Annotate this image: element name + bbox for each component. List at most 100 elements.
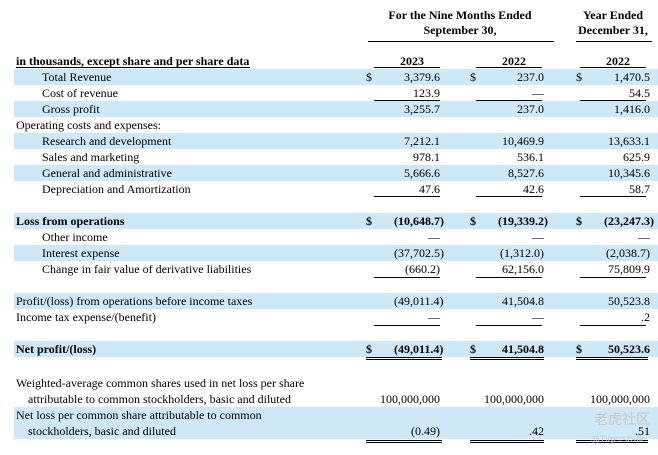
year-2022-nine-months: 2022 [502, 54, 526, 68]
value-pbt-fy2022: 50,523.8 [608, 294, 650, 308]
label-sales: Sales and marketing [42, 150, 140, 164]
eps-double-underline-1 [366, 440, 442, 443]
dollar-sign: $ [576, 70, 582, 84]
dollar-sign: $ [366, 214, 372, 228]
watermark-logo: 老虎社区 [594, 412, 650, 428]
label-cost-of-revenue: Cost of revenue [42, 86, 118, 100]
label-opex: Operating costs and expenses: [16, 118, 161, 132]
row-shares-line1: Weighted-average common shares used in n… [14, 375, 658, 391]
value-cost-fy2022: 54.5 [629, 86, 650, 100]
header-nine-months-line1: For the Nine Months Ended [388, 8, 532, 22]
label-rnd: Research and development [42, 134, 172, 148]
row-other-income: Other income — — — [14, 229, 658, 245]
row-dna: Depreciation and Amortization 47.6 42.6 … [14, 181, 658, 197]
eps-double-underline-3 [576, 440, 648, 443]
value-shares-2022: 100,000,000 [484, 392, 544, 406]
header-nine-months-rule [368, 41, 554, 42]
value-eps-2023: (0.49) [411, 424, 440, 438]
value-tax-2023: — [428, 310, 440, 324]
eps-double-underline-2 [470, 440, 544, 443]
value-net-2022: 41,504.8 [502, 342, 544, 356]
value-shares-fy2022: 100,000,000 [590, 392, 650, 406]
year-2022-annual: 2022 [606, 54, 630, 68]
dna-underline-2 [476, 196, 542, 197]
value-gross-2023: 3,255.7 [404, 102, 440, 116]
label-gross-profit: Gross profit [42, 102, 100, 116]
value-tax-2022: — [532, 310, 544, 324]
value-total-revenue-2023: 3,379.6 [404, 70, 440, 84]
dollar-sign: $ [576, 214, 582, 228]
tax-underline-1 [374, 325, 440, 326]
cost-underline-3 [580, 100, 646, 101]
value-pbt-2023: (49,011.4) [394, 294, 444, 308]
value-interest-2023: (37,702.5) [394, 246, 444, 260]
header-nine-months: For the Nine Months Ended September 30, [360, 8, 560, 38]
value-dna-2023: 47.6 [419, 182, 440, 196]
header-years-row: in thousands, except share and per share… [14, 53, 658, 69]
tax-underline-3 [580, 325, 646, 326]
value-total-revenue-2022: 237.0 [517, 70, 544, 84]
dollar-sign: $ [470, 214, 476, 228]
label-dna: Depreciation and Amortization [42, 182, 191, 196]
value-net-2023: (49,011.4) [394, 342, 444, 356]
row-sales: Sales and marketing 978.1 536.1 625.9 [14, 149, 658, 165]
dollar-sign: $ [470, 70, 476, 84]
header-year-line2: December 31, [578, 23, 648, 37]
row-rnd: Research and development 7,212.1 10,469.… [14, 133, 658, 149]
fair-underline-1 [374, 277, 440, 278]
year-underline-3 [580, 67, 646, 68]
value-cost-2022: — [532, 86, 544, 100]
value-other-2023: — [428, 230, 440, 244]
net-double-underline-1 [366, 357, 442, 360]
year-underline-2 [476, 67, 542, 68]
label-eps-line1: Net loss per common share attributable t… [16, 408, 262, 422]
value-shares-2023: 100,000,000 [380, 392, 440, 406]
value-fair-2023: (660.2) [405, 262, 440, 276]
label-shares-line2: attributable to common stockholders, bas… [28, 392, 291, 406]
value-rnd-2023: 7,212.1 [404, 134, 440, 148]
value-fair-2022: 62,156.0 [502, 262, 544, 276]
value-other-fy2022: — [638, 230, 650, 244]
row-profit-before-tax: Profit/(loss) from operations before inc… [14, 293, 658, 309]
row-eps-line1: Net loss per common share attributable t… [14, 407, 658, 423]
value-cost-2023: 123.9 [413, 86, 440, 100]
value-sales-2023: 978.1 [413, 150, 440, 164]
label-net-profit: Net profit/(loss) [16, 342, 97, 356]
label-fair-value: Change in fair value of derivative liabi… [42, 262, 252, 276]
label-profit-before-tax: Profit/(loss) from operations before inc… [16, 294, 253, 308]
dollar-sign: $ [366, 342, 372, 356]
value-gna-fy2022: 10,345.6 [608, 166, 650, 180]
row-shares-line2: attributable to common stockholders, bas… [14, 391, 658, 407]
row-eps-line2: stockholders, basic and diluted (0.49) .… [14, 423, 658, 439]
row-tax: Income tax expense/(benefit) — — .2 [14, 309, 658, 325]
value-dna-fy2022: 58.7 [629, 182, 650, 196]
header-year-line1: Year Ended [582, 8, 644, 22]
row-gross-profit: Gross profit 3,255.7 237.0 1,416.0 [14, 101, 658, 117]
row-cost-of-revenue: Cost of revenue 123.9 — 54.5 [14, 85, 658, 101]
header-year-ended: Year Ended December 31, [572, 8, 654, 38]
value-gna-2023: 5,666.6 [404, 166, 440, 180]
value-total-revenue-fy2022: 1,470.5 [614, 70, 650, 84]
value-sales-fy2022: 625.9 [623, 150, 650, 164]
value-interest-2022: (1,312.0) [500, 246, 544, 260]
value-loss-ops-fy2022: (23,247.3) [604, 214, 654, 228]
cost-underline-1 [374, 100, 440, 101]
label-gna: General and administrative [42, 166, 172, 180]
unit-note: in thousands, except share and per share… [16, 54, 250, 68]
value-eps-2022: .42 [529, 424, 544, 438]
net-double-underline-3 [576, 357, 648, 360]
label-tax: Income tax expense/(benefit) [16, 310, 156, 324]
value-sales-2022: 536.1 [517, 150, 544, 164]
value-interest-fy2022: (2,038.7) [606, 246, 650, 260]
value-rnd-fy2022: 13,633.1 [608, 134, 650, 148]
year-underline-1 [374, 67, 440, 68]
watermark-handle: @Tigerstalk [590, 435, 644, 445]
cost-underline-2 [476, 100, 542, 101]
row-interest: Interest expense (37,702.5) (1,312.0) (2… [14, 245, 658, 261]
row-net-profit: Net profit/(loss) $ (49,011.4) $ 41,504.… [14, 341, 658, 357]
dollar-sign: $ [470, 342, 476, 356]
label-shares-line1: Weighted-average common shares used in n… [16, 376, 305, 390]
label-other-income: Other income [42, 230, 108, 244]
net-double-underline-2 [470, 357, 544, 360]
tax-underline-2 [476, 325, 542, 326]
